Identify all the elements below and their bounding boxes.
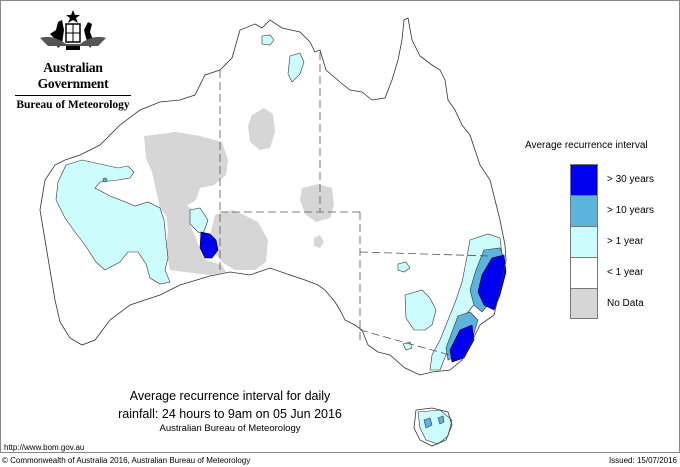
legend-label: > 30 years xyxy=(607,174,654,185)
government-title: Australian Government xyxy=(37,60,109,91)
legend-label: No Data xyxy=(607,298,644,309)
australia-map xyxy=(39,17,507,447)
coat-of-arms-icon xyxy=(40,10,106,50)
caption-line-1: Average recurrence interval for daily xyxy=(129,389,331,403)
legend-swatch xyxy=(570,226,598,257)
legend-swatch xyxy=(570,195,598,226)
legend-item-lt1: < 1 year xyxy=(570,257,654,288)
legend-label: > 10 years xyxy=(607,205,654,216)
legend-items: > 30 years > 10 years > 1 year < 1 year … xyxy=(570,164,654,319)
legend-item-no-data: No Data xyxy=(570,288,654,319)
copyright-notice: © Commonwealth of Australia 2016, Austra… xyxy=(2,456,251,465)
map-caption: Average recurrence interval for daily ra… xyxy=(100,387,360,435)
legend-label: < 1 year xyxy=(607,267,644,278)
website-link[interactable]: http://www.bom.gov.au xyxy=(4,443,85,452)
issued-date: Issued: 15/07/2016 xyxy=(608,456,677,465)
legend-title: Average recurrence interval xyxy=(525,140,648,151)
caption-line-3: Australian Bureau of Meteorology xyxy=(159,423,301,434)
legend-swatch xyxy=(570,257,598,288)
legend-label: > 1 year xyxy=(607,236,644,247)
legend-swatch xyxy=(570,164,598,195)
legend-item-gt10: > 10 years xyxy=(570,195,654,226)
coastline xyxy=(39,17,507,376)
legend: Average recurrence interval > 30 years >… xyxy=(522,140,672,319)
caption-line-2: rainfall: 24 hours to 9am on 05 Jun 2016 xyxy=(118,407,342,421)
legend-item-gt1: > 1 year xyxy=(570,226,654,257)
legend-item-gt30: > 30 years xyxy=(570,164,654,195)
government-logo: Australian Government Bureau of Meteorol… xyxy=(8,8,138,111)
tasmania-coast xyxy=(413,407,453,447)
logo-divider xyxy=(15,95,131,96)
gt30-year-regions xyxy=(199,231,507,363)
legend-swatch xyxy=(570,288,598,319)
no-data-regions xyxy=(144,108,334,275)
state-borders xyxy=(219,52,491,356)
agency-title: Bureau of Meteorology xyxy=(16,99,130,111)
